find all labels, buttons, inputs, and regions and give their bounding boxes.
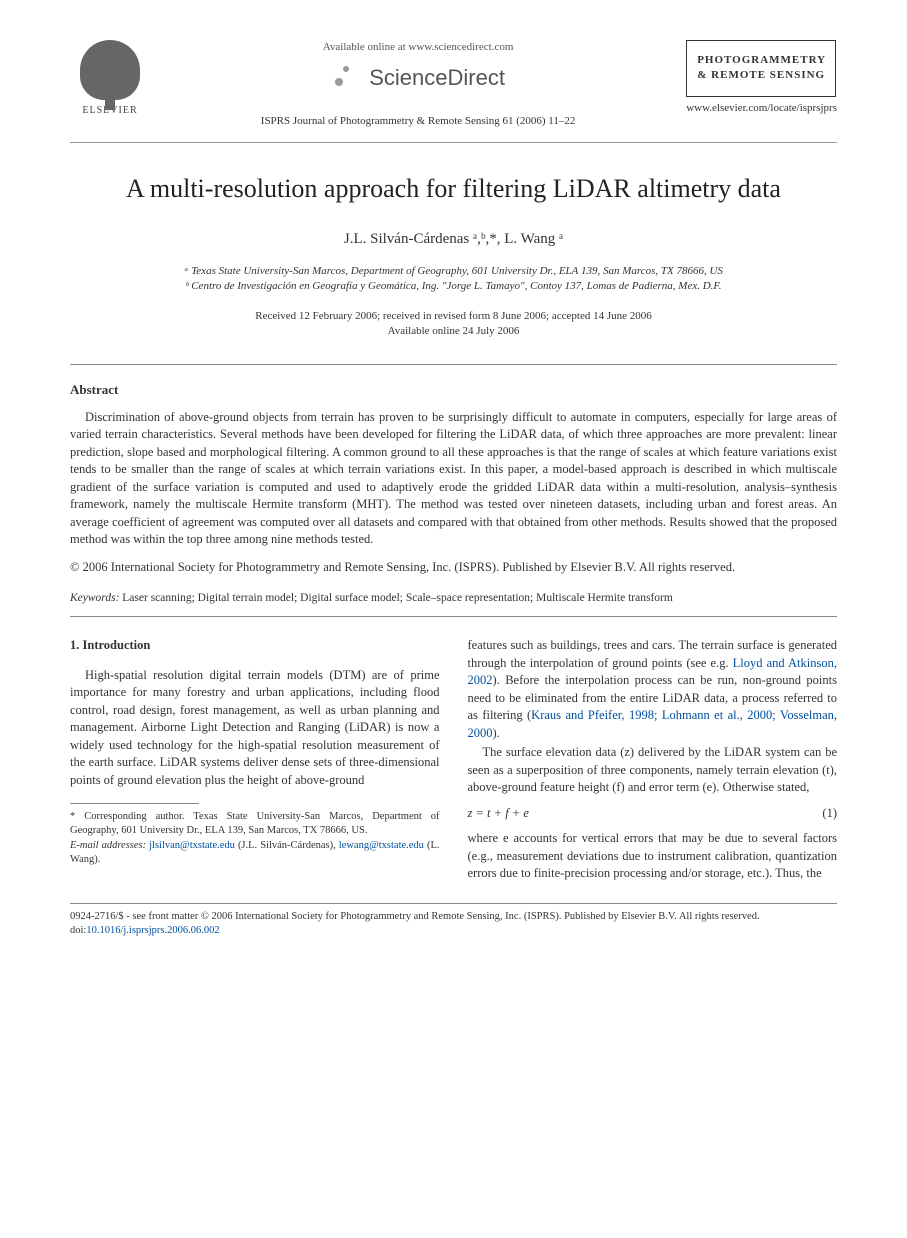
email1-name: (J.L. Silván-Cárdenas), [235,840,339,851]
article-dates: Received 12 February 2006; received in r… [70,309,837,340]
intro-left-p1: High-spatial resolution digital terrain … [70,667,440,790]
keywords-label: Keywords: [70,592,119,604]
available-online-text: Available online at www.sciencedirect.co… [150,40,686,55]
affiliation-a: ᵃ Texas State University-San Marcos, Dep… [70,264,837,279]
header-rule [70,142,837,143]
footer-doi-line: doi:10.1016/j.isprsjprs.2006.06.002 [70,924,837,938]
doi-link[interactable]: 10.1016/j.isprsjprs.2006.06.002 [86,925,219,936]
right-column: features such as buildings, trees and ca… [468,637,838,885]
equation-body: z = t + f + e [468,805,529,823]
journal-box-wrap: PHOTOGRAMMETRY & REMOTE SENSING www.else… [686,40,837,116]
keywords-line: Keywords: Laser scanning; Digital terrai… [70,590,837,606]
dates-line1: Received 12 February 2006; received in r… [70,309,837,324]
journal-box-line1: PHOTOGRAMMETRY [697,53,825,68]
journal-box: PHOTOGRAMMETRY & REMOTE SENSING [686,40,836,97]
two-column-body: 1. Introduction High-spatial resolution … [70,637,837,885]
abstract-bottom-rule [70,616,837,617]
article-title: A multi-resolution approach for filterin… [70,171,837,207]
abstract-body: Discrimination of above-ground objects f… [70,409,837,549]
corresponding-author-footnote: * Corresponding author. Texas State Univ… [70,810,440,867]
intro-right-p3: where e accounts for vertical errors tha… [468,830,838,883]
dates-line2: Available online 24 July 2006 [70,324,837,339]
abstract-heading: Abstract [70,381,837,399]
equation-number: (1) [822,805,837,823]
intro-heading: 1. Introduction [70,637,440,655]
keywords-list: Laser scanning; Digital terrain model; D… [122,592,673,604]
intro-right-p2: The surface elevation data (z) delivered… [468,744,838,797]
left-column: 1. Introduction High-spatial resolution … [70,637,440,885]
affiliation-b: ᵇ Centro de Investigación en Geografía y… [70,279,837,294]
email-link-2[interactable]: lewang@txstate.edu [339,840,424,851]
sd-burst-icon [331,64,361,94]
affiliations: ᵃ Texas State University-San Marcos, Dep… [70,264,837,295]
right-p1c: ). [493,726,500,740]
equation-1: z = t + f + e (1) [468,805,838,823]
sciencedirect-logo: ScienceDirect [150,63,686,94]
journal-url: www.elsevier.com/locate/isprsjprs [686,101,837,116]
elsevier-tree-icon [80,40,140,100]
journal-citation: ISPRS Journal of Photogrammetry & Remote… [150,114,686,129]
footer-block: 0924-2716/$ - see front matter © 2006 In… [70,910,837,938]
footnote-separator [70,803,199,804]
footer-rule [70,903,837,904]
footer-copyright: 0924-2716/$ - see front matter © 2006 In… [70,910,837,924]
authors-line: J.L. Silván-Cárdenas ᵃ,ᵇ,*, L. Wang ᵃ [70,229,837,250]
footnote-corr: * Corresponding author. Texas State Univ… [70,810,440,838]
intro-right-p1: features such as buildings, trees and ca… [468,637,838,742]
abstract-top-rule [70,364,837,365]
email-link-1[interactable]: jlsilvan@txstate.edu [149,840,235,851]
doi-label: doi: [70,925,86,936]
footnote-emails: E-mail addresses: jlsilvan@txstate.edu (… [70,839,440,867]
journal-box-line2: & REMOTE SENSING [697,68,825,83]
header-row: ELSEVIER Available online at www.science… [70,40,837,130]
abstract-copyright: © 2006 International Society for Photogr… [70,559,837,577]
header-center: Available online at www.sciencedirect.co… [150,40,686,130]
email-label: E-mail addresses: [70,840,146,851]
sd-brand-text: ScienceDirect [369,63,505,94]
elsevier-logo-block: ELSEVIER [70,40,150,118]
